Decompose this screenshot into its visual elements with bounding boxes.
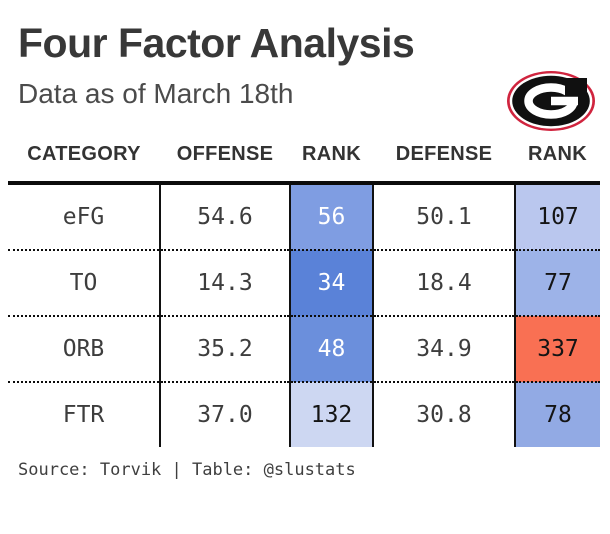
cell-offense: 35.2 (159, 315, 290, 383)
cell-category: TO (8, 249, 160, 317)
cell-defense: 34.9 (372, 315, 515, 383)
cell-offense: 54.6 (159, 183, 290, 251)
table-row-efg: eFG 54.6 56 50.1 107 (8, 183, 600, 251)
table-row-to: TO 14.3 34 18.4 77 (8, 249, 600, 317)
col-header-offense: OFFENSE (160, 134, 290, 186)
cell-offense-rank: 34 (289, 249, 373, 317)
source-note: Source: Torvik | Table: @slustats (18, 460, 356, 481)
header-row: CATEGORY OFFENSE RANK DEFENSE RANK (8, 134, 600, 186)
table-row-ftr: FTR 37.0 132 30.8 78 (8, 381, 600, 448)
cell-offense-rank: 132 (289, 381, 373, 448)
cell-offense-rank: 48 (289, 315, 373, 383)
cell-defense-rank: 78 (514, 381, 600, 448)
cell-defense: 30.8 (372, 381, 515, 448)
cell-defense-rank: 337 (514, 315, 600, 383)
cell-defense: 50.1 (372, 183, 515, 251)
col-header-category: CATEGORY (8, 134, 160, 186)
cell-offense: 37.0 (159, 381, 290, 448)
cell-offense-rank: 56 (289, 183, 373, 251)
subtitle: Data as of March 18th (18, 78, 294, 110)
logo-g-notch (565, 78, 587, 97)
logo-g-crossbar (551, 96, 578, 106)
cell-category: ORB (8, 315, 160, 383)
cell-defense-rank: 77 (514, 249, 600, 317)
col-header-offense-rank: RANK (290, 134, 373, 186)
cell-offense: 14.3 (159, 249, 290, 317)
col-header-defense-rank: RANK (515, 134, 600, 186)
table-row-orb: ORB 35.2 48 34.9 337 (8, 315, 600, 383)
col-header-defense: DEFENSE (373, 134, 515, 186)
georgia-g-logo (507, 71, 595, 131)
cell-category: eFG (62, 204, 105, 231)
cell-defense: 18.4 (372, 249, 515, 317)
cell-category: FTR (8, 381, 160, 448)
page-title: Four Factor Analysis (18, 20, 415, 66)
four-factor-table: CATEGORY OFFENSE RANK DEFENSE RANK eFG 5… (8, 134, 600, 448)
cell-defense-rank: 107 (514, 183, 600, 251)
